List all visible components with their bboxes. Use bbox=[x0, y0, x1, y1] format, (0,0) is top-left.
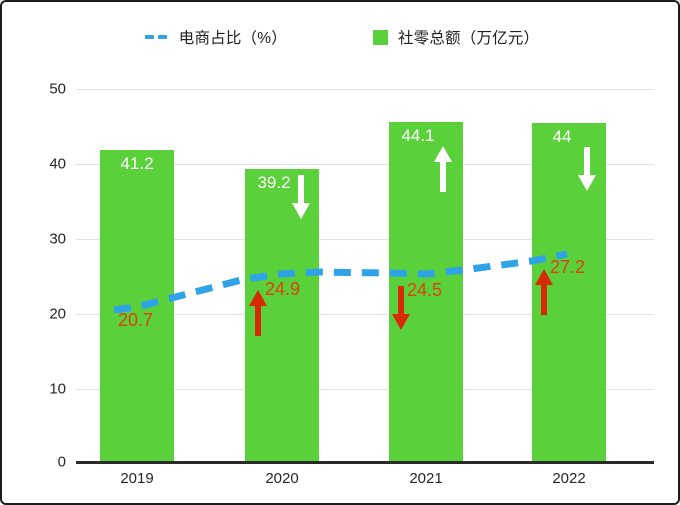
square-marker-icon bbox=[372, 29, 388, 45]
x-tick-label-2020: 2020 bbox=[265, 470, 299, 487]
bar-value-label-2019: 41.2 bbox=[120, 154, 154, 173]
arrow-stem bbox=[298, 175, 304, 205]
legend-label-ecommerce-share: 电商占比（%） bbox=[178, 30, 287, 47]
bar-value-label-2022: 44 bbox=[552, 127, 572, 146]
line-value-label-2022: 27.2 bbox=[550, 257, 586, 277]
chart-legend: 电商占比（%） 社零总额（万亿元） bbox=[2, 20, 678, 54]
line-trend-arrow-down-2021 bbox=[391, 286, 411, 332]
y-tick-label-40: 40 bbox=[49, 155, 66, 173]
x-axis-line bbox=[76, 461, 654, 464]
x-tick-label-2021: 2021 bbox=[409, 470, 443, 487]
y-tick-label-50: 50 bbox=[49, 80, 66, 98]
arrow-head bbox=[249, 290, 267, 306]
gridline-10 bbox=[76, 389, 654, 390]
gridline-50 bbox=[76, 89, 654, 90]
arrow-head bbox=[535, 269, 553, 285]
arrow-head bbox=[434, 146, 452, 162]
bar-trend-arrow-down-2022 bbox=[577, 147, 597, 193]
bar-2019[interactable] bbox=[100, 150, 174, 461]
line-trend-arrow-up-2022 bbox=[534, 269, 554, 315]
dashed-line-marker-icon bbox=[144, 35, 169, 39]
arrow-stem bbox=[440, 162, 446, 192]
line-trend-arrow-up-2020 bbox=[248, 290, 268, 336]
y-tick-label-0: 0 bbox=[57, 453, 66, 471]
bar-trend-arrow-down-2020 bbox=[291, 175, 311, 221]
legend-item-retail-total[interactable]: 社零总额（万亿元） bbox=[372, 26, 540, 48]
arrow-head bbox=[392, 314, 410, 330]
gridline-30 bbox=[76, 239, 654, 240]
line-value-label-2019: 20.7 bbox=[118, 310, 154, 330]
arrow-head bbox=[292, 203, 310, 219]
y-tick-label-10: 10 bbox=[49, 380, 66, 398]
arrow-stem bbox=[255, 306, 261, 336]
gridline-40 bbox=[76, 164, 654, 165]
gridline-20 bbox=[76, 314, 654, 315]
y-tick-label-20: 20 bbox=[49, 305, 66, 323]
arrow-stem bbox=[541, 285, 547, 315]
y-tick-label-30: 30 bbox=[49, 230, 66, 248]
bar-trend-arrow-up-2021 bbox=[433, 146, 453, 192]
arrow-stem bbox=[398, 286, 404, 316]
legend-item-ecommerce-share[interactable]: 电商占比（%） bbox=[144, 26, 287, 48]
line-value-label-2021: 24.5 bbox=[407, 280, 443, 300]
bar-value-label-2021: 44.1 bbox=[401, 126, 435, 145]
x-tick-label-2022: 2022 bbox=[552, 470, 586, 487]
arrow-head bbox=[578, 175, 596, 191]
legend-label-retail-total: 社零总额（万亿元） bbox=[397, 30, 540, 47]
bar-value-label-2020: 39.2 bbox=[257, 173, 291, 192]
arrow-stem bbox=[584, 147, 590, 177]
line-value-label-2020: 24.9 bbox=[265, 279, 301, 299]
x-tick-label-2019: 2019 bbox=[120, 470, 154, 487]
